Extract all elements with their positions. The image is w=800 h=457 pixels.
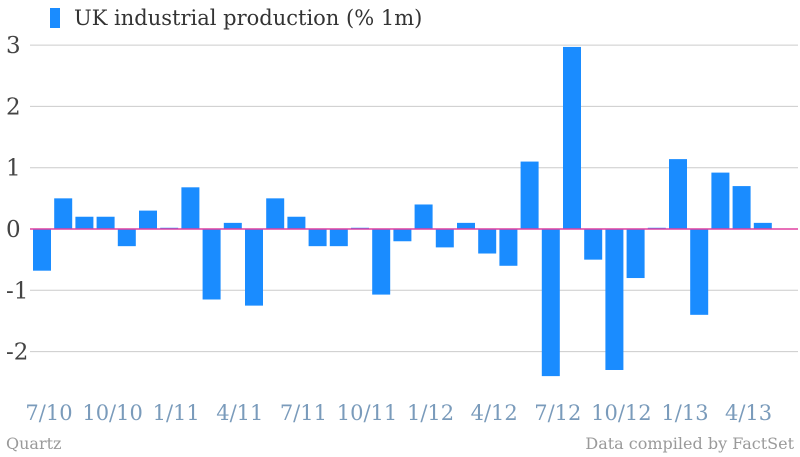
- x-tick-label: 7/10: [25, 401, 72, 425]
- bar: [711, 172, 730, 229]
- bar: [605, 229, 624, 370]
- x-tick-label: 1/12: [407, 401, 454, 425]
- bar: [139, 210, 157, 229]
- y-tick-label: 3: [6, 33, 21, 59]
- bar: [690, 229, 709, 315]
- bar: [96, 216, 115, 229]
- x-tick-label: 10/10: [82, 401, 143, 425]
- bar: [753, 222, 772, 229]
- bar: [202, 229, 221, 300]
- y-axis-ticks: 3 2 1 0 -1 -2: [6, 33, 28, 366]
- bar: [33, 229, 51, 271]
- bar: [75, 216, 94, 229]
- bars: [33, 46, 772, 377]
- bar: [245, 229, 263, 306]
- y-tick-label: -2: [6, 340, 28, 366]
- bar: [117, 229, 136, 247]
- y-tick-label: 0: [6, 217, 21, 243]
- bar: [626, 229, 645, 279]
- bar: [308, 229, 327, 247]
- x-tick-label: 4/13: [725, 401, 772, 425]
- bar: [499, 229, 518, 266]
- bar: [266, 198, 285, 229]
- bar: [223, 222, 242, 229]
- bar: [669, 159, 687, 229]
- y-tick-label: 1: [6, 156, 21, 182]
- y-tick-label: 2: [6, 94, 21, 120]
- gridlines: [30, 44, 798, 353]
- x-tick-label: 10/12: [591, 401, 652, 425]
- bar: [584, 229, 603, 260]
- bar: [287, 216, 306, 229]
- x-tick-label: 7/12: [534, 401, 581, 425]
- x-tick-label: 7/11: [280, 401, 327, 425]
- bar: [457, 222, 475, 229]
- bar: [372, 229, 391, 295]
- x-tick-label: 10/11: [337, 401, 398, 425]
- bar: [329, 229, 348, 247]
- bar: [181, 187, 200, 229]
- bar: [520, 161, 539, 229]
- bar: [563, 46, 581, 230]
- bar: [541, 229, 560, 377]
- bar: [435, 229, 454, 248]
- x-tick-label: 1/13: [661, 401, 708, 425]
- legend-swatch: [50, 8, 60, 28]
- legend-label: UK industrial production (% 1m): [74, 6, 423, 30]
- bar: [54, 198, 73, 229]
- bar: [732, 186, 751, 229]
- x-tick-label: 1/11: [153, 401, 200, 425]
- y-tick-label: -1: [6, 278, 28, 304]
- x-tick-label: 4/11: [216, 401, 263, 425]
- bar: [414, 204, 433, 229]
- x-axis-ticks: 7/10 10/10 1/11 4/11 7/11 10/11 1/12 4/12 7/12 10…: [25, 401, 772, 425]
- legend: UK industrial production (% 1m): [50, 4, 422, 32]
- source-credit: Quartz: [6, 434, 62, 453]
- bar: [393, 229, 412, 242]
- x-tick-label: 4/12: [471, 401, 518, 425]
- bar: [478, 229, 497, 254]
- data-credit: Data compiled by FactSet: [585, 434, 794, 453]
